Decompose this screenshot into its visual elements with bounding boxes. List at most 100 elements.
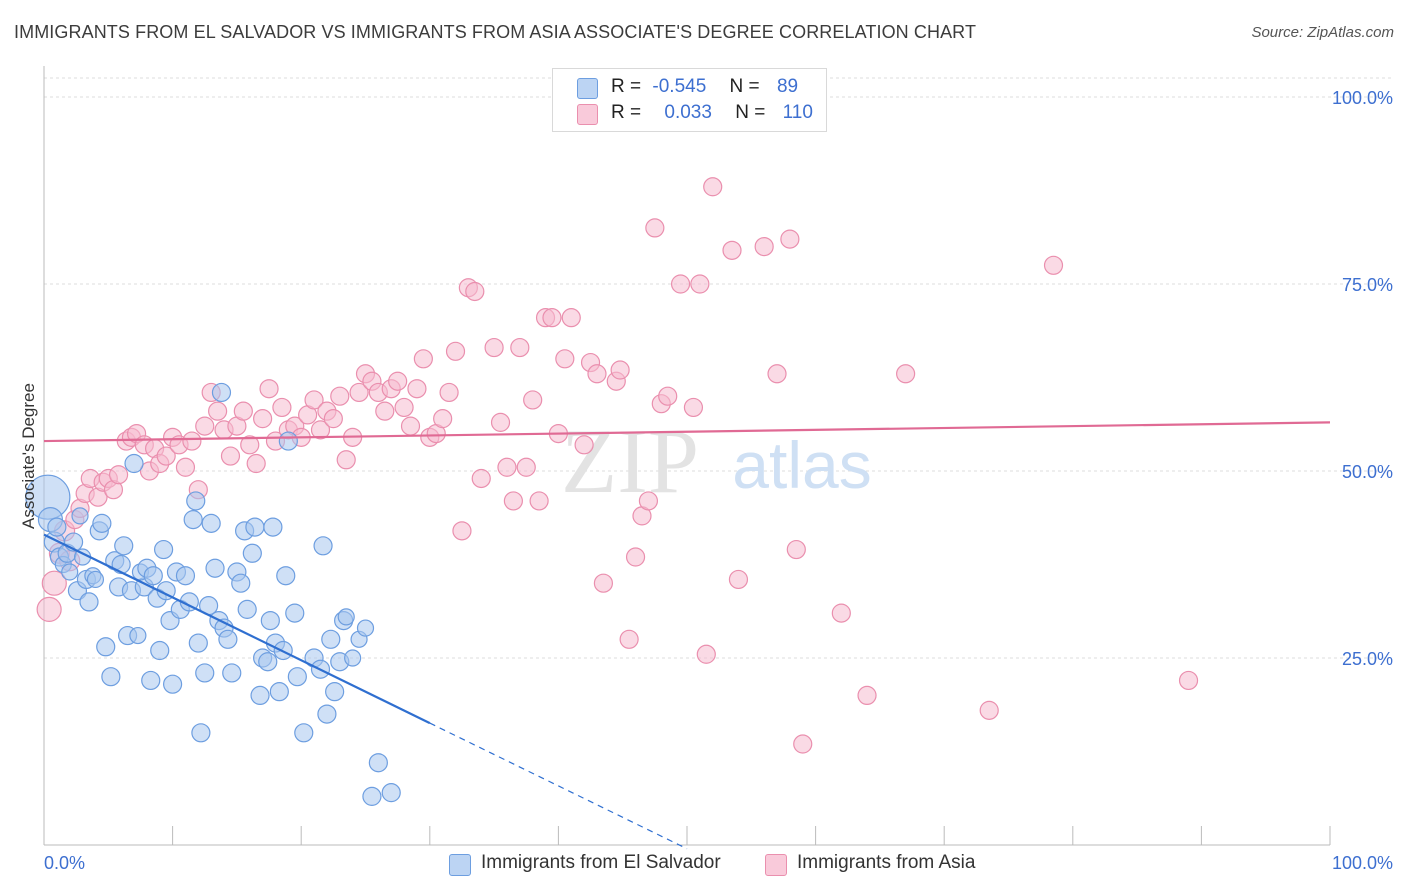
el-salvador-points	[25, 382, 401, 806]
el-salvador-point	[153, 539, 174, 560]
asia-point	[400, 416, 421, 436]
asia-point	[233, 401, 253, 421]
asia-point	[703, 177, 723, 197]
asia-point	[484, 337, 504, 358]
asia-point	[780, 229, 800, 249]
asia-point	[1043, 255, 1064, 275]
asia-point	[304, 390, 324, 410]
asia-point	[445, 341, 466, 361]
el-salvador-point	[218, 629, 238, 649]
el-salvador-point	[47, 517, 67, 537]
el-salvador-point	[278, 431, 298, 451]
watermark-atlas: atlas	[732, 428, 871, 502]
trend-lines	[43, 421, 1331, 850]
el-salvador-point	[205, 558, 225, 578]
asia-point	[510, 337, 530, 358]
el-salvador-point	[96, 637, 116, 657]
el-salvador-point	[250, 685, 270, 706]
asia-point	[793, 734, 813, 754]
el-salvador-point	[381, 783, 401, 803]
asia-point	[175, 457, 196, 477]
asia-point	[619, 629, 639, 649]
el-salvador-point	[368, 753, 388, 773]
asia-point	[375, 401, 395, 421]
el-salvador-point	[141, 670, 161, 691]
el-salvador-point	[337, 608, 355, 626]
asia-point	[490, 412, 511, 432]
bottom-legend-label-asia: Immigrants from Asia	[797, 852, 976, 873]
asia-point	[349, 382, 369, 403]
watermark-zip: ZIP	[561, 410, 699, 512]
asia-point	[503, 491, 523, 511]
el-salvador-point	[260, 610, 280, 631]
el-salvador-trend-line	[43, 533, 431, 725]
asia-point	[1178, 670, 1199, 691]
el-salvador-point	[186, 491, 206, 511]
asia-point	[220, 446, 241, 466]
asia-point	[690, 274, 710, 294]
asia-point	[259, 379, 279, 399]
asia-point	[465, 281, 485, 302]
el-salvador-point	[183, 510, 203, 530]
el-salvador-point	[129, 626, 147, 645]
asia-point	[587, 364, 607, 384]
el-salvador-point	[325, 682, 345, 702]
el-salvador-trend-extension	[429, 722, 688, 850]
axis-layer	[43, 66, 1331, 846]
el-salvador-point	[86, 570, 105, 589]
el-salvador-point	[313, 536, 333, 556]
asia-point	[645, 218, 665, 238]
asia-point	[330, 386, 350, 406]
asia-point	[754, 237, 774, 257]
el-salvador-point	[222, 663, 242, 683]
asia-point	[413, 349, 433, 369]
asia-point	[638, 491, 659, 511]
el-salvador-point	[150, 640, 170, 661]
asia-point	[722, 240, 742, 260]
asia-point	[523, 390, 543, 410]
asia-point	[831, 603, 851, 623]
asia-point	[41, 570, 67, 596]
el-salvador-point	[344, 649, 362, 667]
asia-point	[979, 700, 999, 720]
asia-point	[323, 409, 343, 429]
y-tick-label: 100.0%	[1332, 88, 1393, 108]
asia-point	[471, 468, 491, 489]
y-axis-label: Associate's Degree	[19, 383, 38, 529]
asia-point	[253, 409, 273, 429]
el-salvador-point	[143, 566, 163, 586]
el-salvador-point	[79, 592, 99, 612]
asia-point	[561, 308, 581, 328]
legend-r-label: R =	[611, 102, 642, 123]
asia-point	[433, 409, 453, 429]
chart-title: IMMIGRANTS FROM EL SALVADOR VS IMMIGRANT…	[14, 22, 977, 42]
y-tick-label: 25.0%	[1342, 649, 1393, 669]
el-salvador-point	[201, 513, 221, 533]
asia-point	[593, 573, 614, 593]
asia-point	[452, 521, 472, 541]
x-tick-label-max: 100.0%	[1332, 853, 1393, 873]
el-salvador-point	[287, 667, 307, 687]
el-salvador-point	[191, 723, 211, 743]
el-salvador-point	[114, 536, 134, 556]
asia-point	[670, 274, 691, 294]
asia-point	[388, 371, 408, 391]
bottom-legend-swatch-blue	[449, 854, 471, 876]
asia-point	[208, 401, 228, 421]
asia-point	[555, 349, 575, 369]
asia-trend-line	[43, 421, 1331, 443]
asia-point	[246, 453, 266, 474]
y-tick-label: 50.0%	[1342, 462, 1393, 482]
el-salvador-point	[195, 663, 215, 683]
asia-point	[439, 382, 459, 403]
el-salvador-point	[101, 667, 121, 687]
legend-r-value: -0.545	[652, 76, 707, 97]
el-salvador-point	[285, 603, 305, 623]
el-salvador-point	[163, 674, 183, 694]
asia-point	[529, 491, 549, 511]
asia-point	[610, 360, 630, 380]
asia-point	[310, 420, 331, 440]
watermark: ZIP atlas	[561, 410, 872, 512]
asia-point	[108, 465, 129, 485]
